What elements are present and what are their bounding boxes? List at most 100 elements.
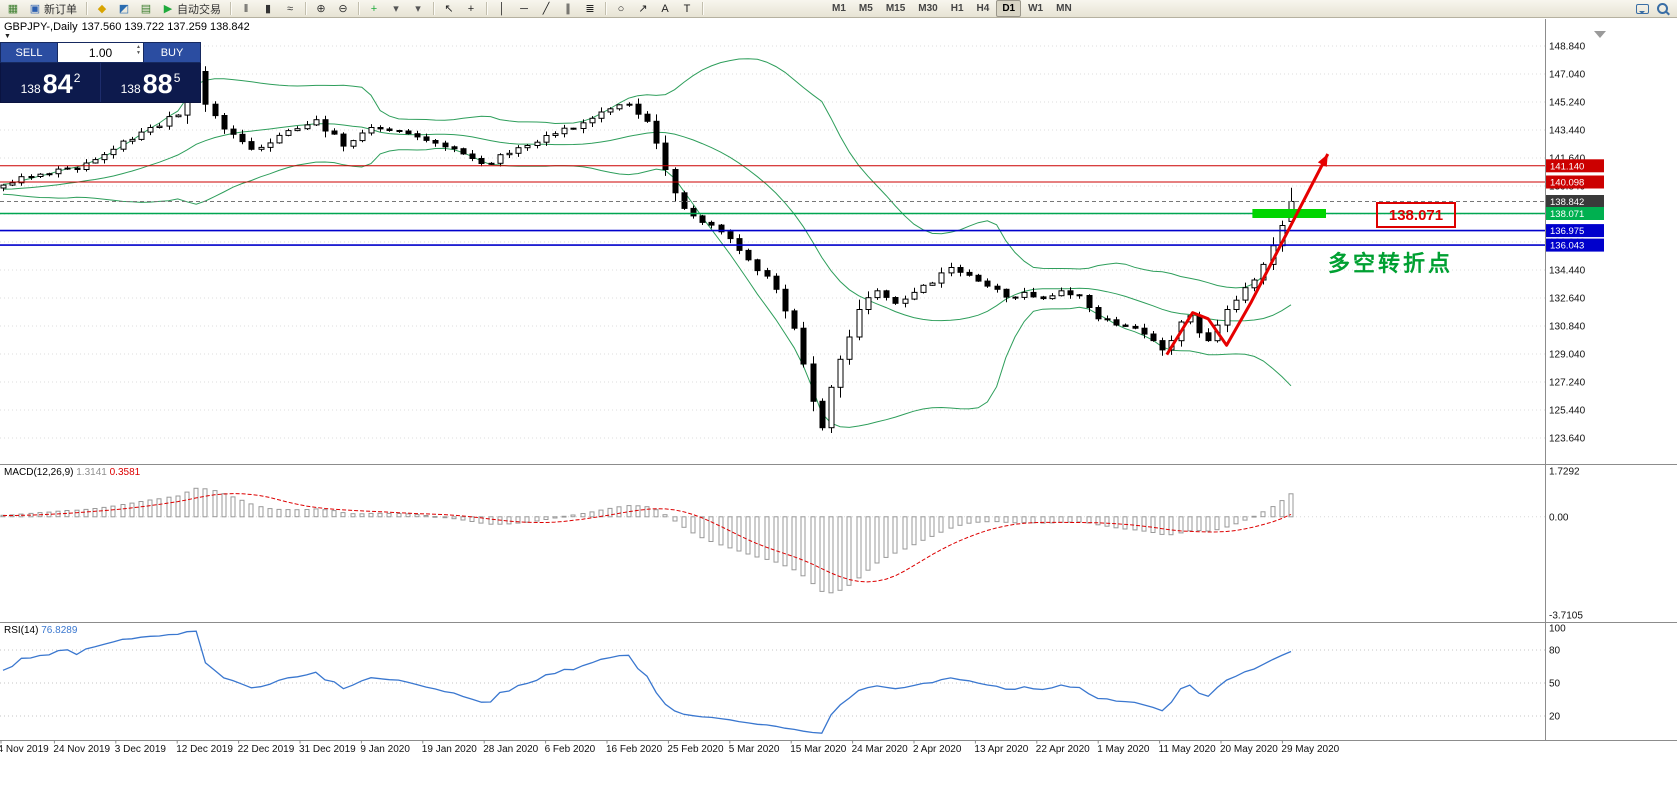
volume-stepper[interactable]: ▲ ▼ — [136, 44, 141, 56]
axis-price-badge — [1546, 175, 1604, 189]
macd-histogram-bar — [543, 516, 549, 520]
volume-input[interactable] — [70, 45, 131, 60]
market-watch-icon[interactable]: ▤ — [136, 1, 156, 17]
trendline-icon[interactable]: ╱ — [536, 1, 556, 17]
macd-histogram-bar — [442, 516, 448, 519]
sell-button[interactable]: SELL — [0, 42, 58, 63]
macd-histogram-bar — [230, 496, 236, 518]
macd-histogram-bar — [294, 509, 300, 518]
date-label: 24 Mar 2020 — [852, 744, 909, 755]
timeframe-button-H4[interactable]: H4 — [976, 3, 990, 14]
macd-histogram-bar — [120, 504, 126, 518]
bar-chart-icon[interactable]: ‖ — [236, 1, 256, 17]
toolbar-separator — [486, 2, 487, 15]
bid-big: 84 — [42, 69, 73, 99]
macd-axis-label: 0.00 — [1549, 512, 1569, 523]
macd-histogram-bar — [221, 493, 227, 518]
macd-histogram-bar — [791, 516, 797, 571]
macd-histogram-bar — [681, 516, 687, 528]
bid-price[interactable]: 138 84 2 — [1, 63, 100, 102]
symbol-title: GBPJPY-,Daily — [4, 21, 78, 33]
axis-price-badge-text: 136.975 — [1550, 226, 1584, 237]
macd-histogram-bar — [101, 506, 107, 518]
level-lines[interactable] — [0, 165, 1545, 246]
vertical-line-icon[interactable]: │ — [492, 1, 512, 17]
trend-arrow[interactable] — [1165, 153, 1330, 356]
macd-histogram-bar — [1003, 516, 1009, 523]
ask-small: 138 — [120, 82, 141, 96]
date-label: 24 Nov 2019 — [53, 744, 110, 755]
arrows-icon[interactable]: ↗ — [633, 1, 653, 17]
macd-histogram-bar — [377, 512, 383, 518]
crosshair-icon: + — [467, 2, 475, 15]
macd-histogram-bar — [193, 487, 199, 518]
indicators-icon[interactable]: + — [364, 1, 384, 17]
timeframe-button-M30[interactable]: M30 — [918, 3, 938, 14]
macd-histogram-bar — [718, 516, 724, 546]
turning-point-label[interactable]: 多空转折点 — [1328, 251, 1454, 276]
horizontal-line-icon[interactable]: ─ — [514, 1, 534, 17]
macd-histogram-bar — [662, 514, 668, 518]
shapes-icon[interactable]: ○ — [611, 1, 631, 17]
macd-histogram-bar — [184, 491, 190, 518]
macd-histogram-bar — [340, 512, 346, 518]
text-label-icon[interactable]: T — [677, 1, 697, 17]
channel-icon[interactable]: ∥ — [558, 1, 578, 17]
macd-histogram-bar — [736, 516, 742, 552]
timeframe-button-M1[interactable]: M1 — [832, 3, 846, 14]
macd-histogram-bar — [1159, 516, 1165, 535]
zoom-in-icon[interactable]: ⊕ — [311, 1, 331, 17]
macd-histogram-bar — [1095, 516, 1101, 526]
volume-up-icon[interactable]: ▲ — [136, 44, 141, 50]
chart-shift-marker[interactable] — [1594, 31, 1606, 38]
chart-area[interactable]: 148.840147.040145.240143.440141.640139.8… — [0, 19, 1677, 803]
macd-histogram-bar — [1012, 516, 1018, 524]
macd-histogram-bar — [938, 516, 944, 533]
fibonacci-icon[interactable]: ≣ — [580, 1, 600, 17]
buy-button[interactable]: BUY — [143, 42, 201, 63]
chart-canvas[interactable]: 148.840147.040145.240143.440141.640139.8… — [0, 19, 1677, 803]
timeframe-button-H1[interactable]: H1 — [950, 3, 964, 14]
new-chart-icon[interactable]: ▦ — [3, 1, 23, 17]
toolbar: ▦ ▣ 新订单 ◆ ◩ ▤ ▶ 自动交易 ‖ ▮ ≈ ⊕ ⊖ + ▾ ▾ ↖ + │ ─ ╱ ∥ ≣ ○ ↗ A T M1 M5 M15 M… — [0, 0, 1677, 18]
indicators-dropdown-icon[interactable]: ▾ — [386, 1, 406, 17]
macd-histogram-bar — [1150, 516, 1156, 533]
auto-trading-button[interactable]: ▶ 自动交易 — [163, 2, 221, 16]
crosshair-icon[interactable]: + — [461, 1, 481, 17]
macd-histogram-bar — [478, 516, 484, 524]
search-icon[interactable] — [1657, 3, 1668, 14]
cursor-icon[interactable]: ↖ — [439, 1, 459, 17]
chart-ohlc-header: GBPJPY-,Daily 137.560 139.722 137.259 138… — [4, 21, 254, 33]
macd-histogram-bar — [322, 509, 328, 518]
text-icon[interactable]: A — [655, 1, 675, 17]
price-axis-label: 123.640 — [1549, 434, 1586, 445]
date-label: 29 May 2020 — [1281, 744, 1339, 755]
ask-price[interactable]: 138 88 5 — [100, 63, 200, 102]
price-callout-box[interactable]: 138.071 — [1376, 202, 1456, 228]
strategy-tester-icon[interactable]: ◩ — [114, 1, 134, 17]
templates-dropdown-icon[interactable]: ▾ — [408, 1, 428, 17]
timeframe-button-M15[interactable]: M15 — [885, 3, 906, 14]
metaeditor-icon[interactable]: ◆ — [92, 1, 112, 17]
zoom-out-icon[interactable]: ⊖ — [333, 1, 353, 17]
trade-panel-collapse-icon[interactable]: ▼ — [4, 33, 11, 40]
axis-price-badge-text: 138.071 — [1550, 209, 1584, 220]
date-label: 15 Mar 2020 — [790, 744, 847, 755]
macd-histogram-bar — [837, 516, 843, 591]
macd-histogram-bar — [267, 508, 273, 518]
candlestick-chart-icon[interactable]: ▮ — [258, 1, 278, 17]
macd-histogram-bar — [708, 516, 714, 542]
timeframe-button-D1[interactable]: D1 — [996, 0, 1022, 17]
timeframe-button-MN[interactable]: MN — [1056, 3, 1072, 14]
new-order-button[interactable]: ▣ 新订单 — [29, 2, 77, 16]
timeframe-button-M5[interactable]: M5 — [858, 3, 873, 14]
line-chart-icon[interactable]: ≈ — [280, 1, 300, 17]
timeframe-button-W1[interactable]: W1 — [1028, 3, 1044, 14]
volume-down-icon[interactable]: ▼ — [136, 50, 141, 56]
arrows-icon: ↗ — [638, 2, 648, 15]
chat-icon[interactable] — [1636, 3, 1649, 14]
macd-histogram-bar — [488, 516, 494, 525]
price-gridlines — [0, 45, 1545, 439]
bollinger-band-lower — [2, 147, 1292, 428]
highlight-bar[interactable] — [1252, 209, 1326, 218]
